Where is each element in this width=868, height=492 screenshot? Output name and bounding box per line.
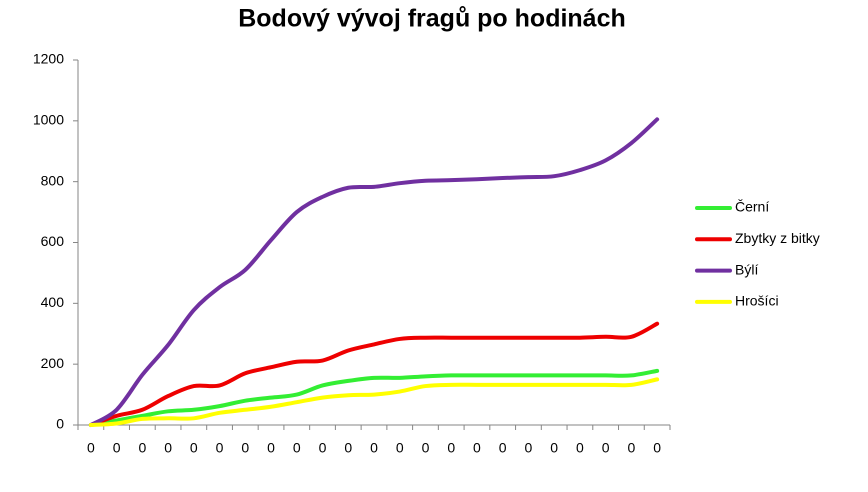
series-line — [88, 321, 660, 427]
x-tick-label: 0 — [267, 440, 275, 456]
y-tick-label: 1200 — [33, 51, 64, 67]
y-tick-label: 200 — [41, 355, 65, 371]
series-line — [88, 117, 660, 427]
x-tick-label: 0 — [525, 440, 533, 456]
x-tick-label: 0 — [550, 440, 558, 456]
chart-title: Bodový vývoj fragů po hodinách — [238, 5, 626, 33]
x-tick-label: 0 — [422, 440, 430, 456]
x-tick-label: 0 — [576, 440, 584, 456]
x-tick-label: 0 — [627, 440, 635, 456]
x-tick-label: 0 — [499, 440, 507, 456]
x-tick-label: 0 — [190, 440, 198, 456]
y-tick-label: 600 — [41, 233, 65, 249]
x-tick-label: 0 — [138, 440, 146, 456]
y-tick-label: 400 — [41, 294, 65, 310]
x-tick-label: 0 — [216, 440, 224, 456]
y-tick-label: 800 — [41, 172, 65, 188]
x-tick-label: 0 — [87, 440, 95, 456]
x-tick-label: 0 — [241, 440, 249, 456]
legend-label: Býlí — [735, 261, 758, 277]
x-tick-label: 0 — [370, 440, 378, 456]
x-tick-label: 0 — [653, 440, 661, 456]
x-tick-label: 0 — [164, 440, 172, 456]
x-tick-label: 0 — [396, 440, 404, 456]
x-tick-label: 0 — [319, 440, 327, 456]
x-tick-label: 0 — [473, 440, 481, 456]
legend-label: Zbytky z bitky — [735, 230, 820, 246]
legend-label: Černí — [735, 199, 769, 215]
x-tick-label: 0 — [344, 440, 352, 456]
y-tick-label: 1000 — [33, 112, 64, 128]
series-line — [88, 377, 660, 427]
x-tick-label: 0 — [447, 440, 455, 456]
legend-label: Hrošíci — [735, 293, 779, 309]
y-tick-label: 0 — [56, 416, 64, 432]
x-tick-label: 0 — [113, 440, 121, 456]
x-tick-label: 0 — [602, 440, 610, 456]
x-tick-label: 0 — [293, 440, 301, 456]
series-line — [88, 368, 660, 427]
